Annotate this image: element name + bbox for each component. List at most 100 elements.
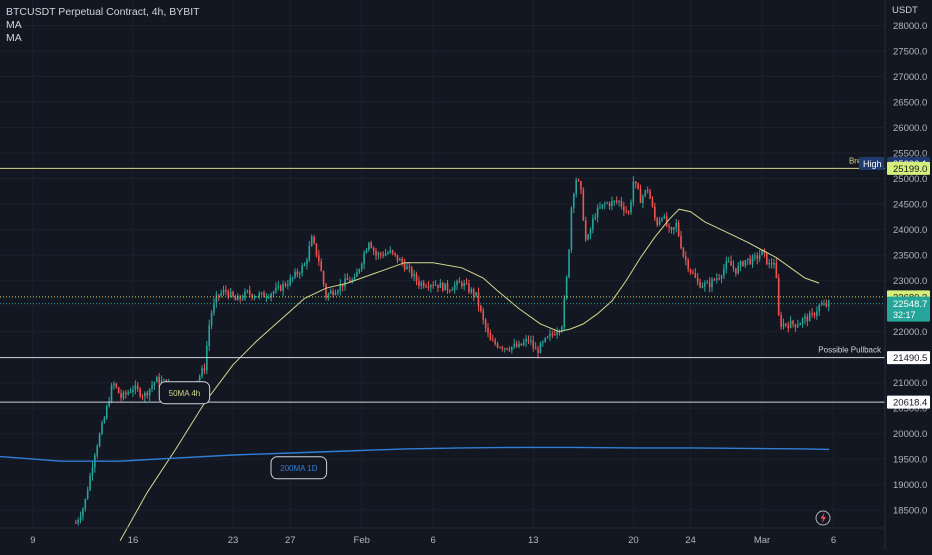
candle	[282, 280, 284, 297]
candle-body	[422, 282, 425, 287]
candle-body	[704, 283, 706, 287]
candle	[141, 394, 144, 401]
candle	[627, 209, 630, 216]
candle	[463, 279, 465, 291]
candle	[661, 216, 663, 223]
candle-body	[98, 433, 101, 447]
candle-body	[751, 256, 754, 264]
candle-body	[742, 261, 744, 266]
candle	[379, 251, 382, 259]
annotation-label-1: 50MA 4h	[169, 389, 201, 398]
candle-body	[718, 278, 720, 280]
candle	[144, 391, 146, 402]
candle	[408, 262, 411, 273]
candle	[446, 280, 449, 294]
candle-body	[258, 293, 261, 297]
candle-body	[401, 259, 404, 264]
candle-body	[77, 520, 79, 523]
candle-body	[399, 259, 401, 261]
indicator-ma-2[interactable]: MA	[6, 32, 22, 44]
candle-countdown: 32:17	[893, 310, 916, 320]
candle	[420, 280, 423, 290]
candle	[794, 323, 797, 332]
candle-body	[761, 249, 763, 256]
candle	[580, 180, 582, 195]
candle-body	[313, 236, 315, 244]
candle	[475, 292, 477, 298]
candle	[713, 277, 716, 282]
candle	[394, 252, 396, 257]
x-tick-label: 24	[685, 535, 696, 546]
candle	[611, 196, 613, 211]
candle	[384, 248, 387, 257]
candle-body	[146, 392, 149, 396]
candle-body	[634, 181, 637, 184]
candle-body	[120, 393, 122, 398]
y-tick-label: 20500.0	[893, 404, 927, 415]
candle-body	[575, 179, 577, 194]
candle-body	[589, 229, 592, 235]
candle	[425, 283, 427, 288]
candle-body	[632, 181, 635, 203]
candle-body	[382, 254, 384, 256]
symbol-title[interactable]: BTCUSDT Perpetual Contract, 4h, BYBIT	[6, 6, 200, 18]
candle	[275, 282, 277, 294]
candle-body	[472, 289, 475, 296]
breakout-price-tag: 25199.0	[893, 164, 927, 175]
candle-body	[96, 446, 99, 456]
candle	[501, 345, 504, 352]
candle-body	[501, 347, 504, 349]
indicator-ma-1[interactable]: MA	[6, 19, 22, 31]
candle-body	[539, 342, 542, 354]
candle	[749, 254, 751, 266]
pullback-price-tag: 21490.5	[893, 353, 927, 364]
candle-body	[711, 279, 713, 288]
lightning-icon[interactable]	[815, 510, 831, 526]
candle	[625, 206, 628, 214]
candle	[79, 511, 82, 524]
candle-body	[749, 258, 751, 264]
candle-body	[241, 298, 244, 300]
candle	[444, 283, 446, 291]
candle	[279, 284, 282, 292]
candle-body	[453, 285, 456, 290]
candle	[527, 335, 530, 345]
candle-body	[570, 207, 573, 250]
candle	[706, 280, 709, 284]
candle	[520, 343, 523, 346]
candle-body	[84, 498, 87, 509]
x-tick-label: 9	[30, 535, 35, 546]
candle	[208, 319, 211, 352]
candle-body	[599, 207, 601, 209]
candle	[413, 269, 415, 282]
candle	[530, 335, 532, 345]
candle-body	[484, 319, 487, 328]
candle-body	[163, 379, 165, 381]
candle-body	[463, 283, 465, 287]
candle	[673, 226, 675, 235]
x-tick-label: 23	[228, 535, 239, 546]
candle	[744, 260, 747, 268]
candle-body	[294, 271, 296, 278]
candle-body	[74, 522, 77, 524]
candle	[689, 268, 692, 276]
candle	[537, 345, 539, 359]
candle-body	[587, 234, 589, 240]
y-tick-label: 19000.0	[893, 480, 927, 491]
y-tick-label: 27000.0	[893, 72, 927, 83]
candle	[272, 290, 275, 298]
candle	[387, 250, 389, 255]
candle-body	[353, 276, 356, 280]
candle-body	[511, 346, 513, 351]
candle	[327, 292, 330, 301]
candle-body	[198, 376, 201, 381]
candle	[151, 380, 153, 393]
candle	[451, 287, 454, 291]
candle	[449, 289, 451, 294]
candle-body	[148, 388, 151, 396]
candle-body	[818, 305, 821, 312]
candle-body	[506, 348, 508, 350]
candle	[375, 247, 377, 261]
